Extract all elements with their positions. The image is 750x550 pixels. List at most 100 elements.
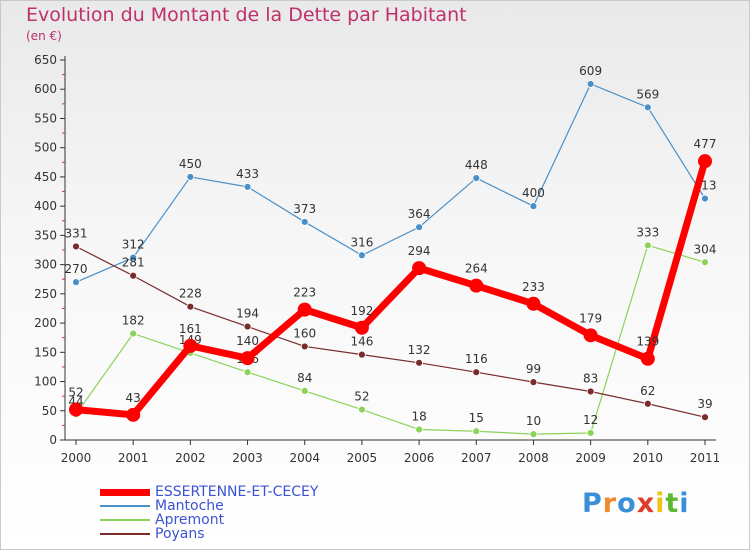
y-tick-label: 600 [34,82,57,96]
data-point [354,320,369,335]
data-point [300,218,309,226]
data-label: 139 [636,335,659,349]
data-point [243,182,252,191]
data-point [643,399,652,408]
data-label: 99 [526,362,541,376]
data-point [129,253,138,262]
data-point [472,368,481,377]
data-point [415,425,423,434]
y-tick-label: 50 [42,404,57,418]
data-point [358,350,366,359]
data-point [472,427,481,436]
data-point [586,387,595,396]
data-label: 569 [636,87,659,101]
data-label: 12 [583,413,598,427]
data-point [415,223,423,232]
data-label: 132 [408,343,431,357]
data-point [412,261,427,276]
data-label: 116 [465,352,488,366]
data-point [297,302,312,317]
data-label: 294 [408,244,431,258]
chart-subtitle: (en €) [26,29,62,43]
data-label: 62 [640,384,655,398]
series-poyans: 331 281 228 194 160 146 132 116 99 83 62 39 [65,226,713,422]
legend-swatch [100,505,150,507]
data-label: 448 [465,158,488,172]
y-tick-label: 350 [34,228,57,242]
data-label: 477 [694,137,717,151]
data-label: 192 [350,304,373,318]
data-label: 333 [636,225,659,239]
data-point [526,296,541,311]
data-label: 43 [126,391,141,405]
y-tick-label: 550 [34,111,57,125]
y-tick-label: 100 [34,375,57,389]
data-label: 400 [522,186,545,200]
x-tick-label: 2002 [175,451,206,465]
data-label: 304 [694,242,717,256]
data-point [529,378,538,387]
series-line-mantoche [75,83,706,283]
y-tick-label: 400 [34,199,57,213]
series-line-poyans [75,245,706,418]
data-point [129,271,138,280]
data-point [72,278,80,287]
data-label: 264 [465,262,488,276]
data-label: 316 [350,235,373,249]
data-label: 140 [236,334,259,348]
data-point [186,302,195,311]
x-tick-label: 2006 [404,451,435,465]
chart-title: Evolution du Montant de la Dette par Hab… [26,4,467,26]
x-tick-label: 2001 [118,451,149,465]
data-point [186,173,195,181]
data-label: 179 [579,311,602,325]
data-label: 52 [68,386,83,400]
x-tick-label: 2004 [289,451,320,465]
data-label: 331 [65,226,88,240]
legend-label: ESSERTENNE-ET-CECEY [155,484,319,500]
data-label: 18 [411,409,426,423]
y-tick-label: 300 [34,258,57,272]
data-point [300,342,309,351]
data-point [583,328,598,343]
legend-swatch [100,533,150,535]
y-tick-label: 500 [34,141,57,155]
data-point [243,368,252,377]
x-tick-label: 2008 [518,451,549,465]
data-point [183,338,198,353]
data-label: 52 [354,390,369,404]
x-tick-label: 2011 [690,451,721,465]
x-tick-label: 2007 [461,451,492,465]
data-point [529,202,538,211]
y-tick-label: 200 [34,316,57,330]
data-point [129,329,138,338]
y-tick-label: 150 [34,345,57,359]
series-apremont: 44182149116845218151012333304 [68,225,717,439]
data-point [72,242,80,251]
data-label: 223 [293,286,316,300]
data-label: 312 [122,238,145,252]
data-label: 160 [293,326,316,340]
data-point [472,174,481,182]
legend-swatch [100,488,150,496]
data-label: 39 [697,397,712,411]
x-tick-label: 2000 [61,451,92,465]
x-tick-label: 2003 [232,451,263,465]
proxiti-logo: Proxiti [582,488,690,519]
y-tick-label: 450 [34,170,57,184]
data-label: 146 [350,335,373,349]
data-label: 83 [583,371,598,385]
data-label: 270 [65,262,88,276]
data-point [529,430,538,439]
data-point [69,402,83,417]
data-point [640,351,655,366]
data-label: 364 [408,207,431,221]
data-label: 84 [297,371,312,385]
y-tick-label: 650 [34,53,57,67]
series-line-essertenne-et-cecey [72,157,709,419]
series-essertenne-et-cecey: 52 43 161 140 223 192 294 264 233 179 139 477 [68,137,716,422]
data-label: 10 [526,414,541,428]
